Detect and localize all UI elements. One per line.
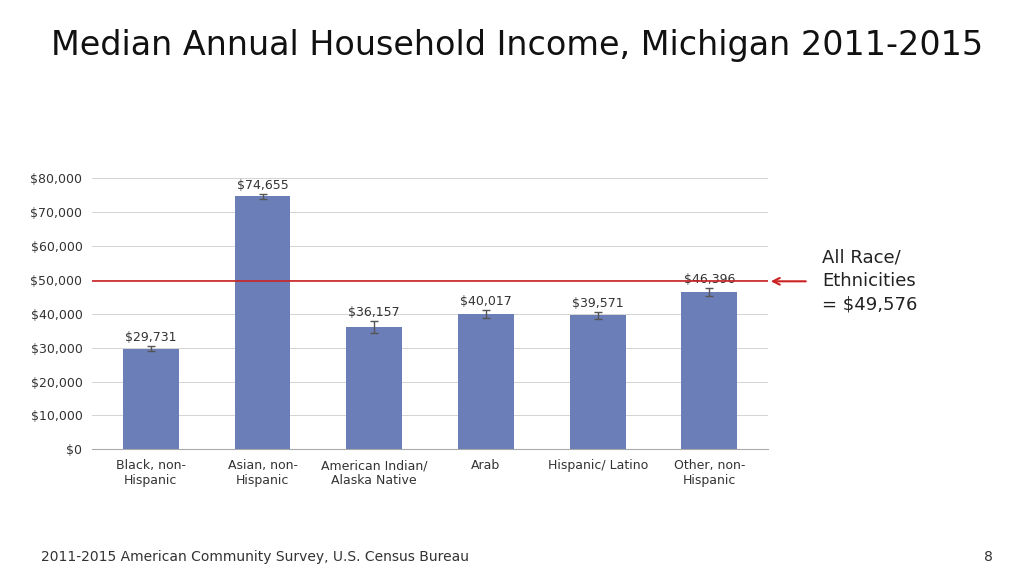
Bar — [681, 292, 737, 449]
Text: 8: 8 — [984, 551, 993, 564]
Text: $39,571: $39,571 — [571, 297, 624, 310]
Text: $46,396: $46,396 — [684, 273, 735, 286]
Text: $29,731: $29,731 — [125, 331, 176, 344]
Bar — [569, 315, 626, 449]
Bar — [234, 196, 291, 449]
Bar — [346, 327, 402, 449]
Text: $36,157: $36,157 — [348, 306, 400, 319]
Text: 2011-2015 American Community Survey, U.S. Census Bureau: 2011-2015 American Community Survey, U.S… — [41, 551, 469, 564]
Bar — [123, 348, 179, 449]
Text: All Race/
Ethnicities
= $49,576: All Race/ Ethnicities = $49,576 — [822, 249, 918, 314]
Text: Median Annual Household Income, Michigan 2011-2015: Median Annual Household Income, Michigan… — [51, 29, 983, 62]
Text: $74,655: $74,655 — [237, 179, 289, 192]
Bar — [458, 314, 514, 449]
Text: $40,017: $40,017 — [460, 294, 512, 308]
